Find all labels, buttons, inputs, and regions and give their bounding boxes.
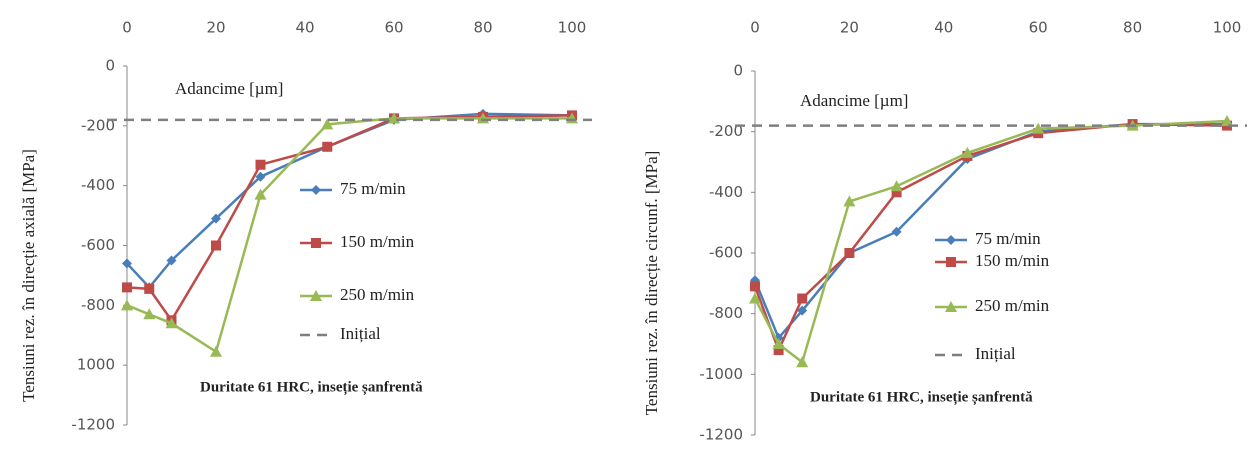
marker <box>211 240 221 251</box>
series-line <box>126 112 573 290</box>
marker <box>749 292 761 304</box>
marker <box>891 226 902 237</box>
marker <box>254 188 267 200</box>
marker <box>321 118 334 130</box>
x-tick-label: 100 <box>558 19 587 37</box>
x-tick-label: 80 <box>473 19 492 37</box>
y-tick-label: -600 <box>709 244 743 262</box>
marker <box>772 338 785 349</box>
legend-label: 150 m/min <box>340 232 415 251</box>
legend-label: 75 m/min <box>340 179 406 198</box>
chart-title: Duritate 61 HRC, inseție șanfrentă <box>200 379 423 395</box>
marker <box>946 235 956 245</box>
legend-label: 250 m/min <box>975 296 1050 315</box>
x-tick-label: 20 <box>840 19 859 37</box>
y-tick-label: -200 <box>81 116 115 134</box>
marker <box>122 258 132 269</box>
legend-label: 150 m/min <box>975 251 1050 270</box>
y-tick-label: -200 <box>709 122 743 140</box>
marker <box>122 282 132 293</box>
marker <box>844 248 855 258</box>
legend-label: 75 m/min <box>975 229 1041 248</box>
legend-label: 250 m/min <box>340 285 415 304</box>
legend-label: Inițial <box>340 324 381 343</box>
y-tick-label: 1000 <box>77 356 115 374</box>
marker <box>1032 122 1045 134</box>
marker <box>750 281 760 292</box>
marker <box>1221 115 1233 127</box>
marker <box>311 238 321 248</box>
marker <box>165 317 178 329</box>
x-tick-label: 40 <box>295 19 314 37</box>
marker <box>310 290 322 301</box>
y-axis-label: Tensiuni rez. în direcție circunf. [MPa] <box>642 151 661 416</box>
marker <box>255 171 266 182</box>
x-tick-label: 0 <box>122 19 132 37</box>
x-tick-label: 20 <box>206 19 225 37</box>
marker <box>255 159 266 170</box>
marker <box>211 213 221 224</box>
marker <box>946 257 956 267</box>
x-tick-label: 80 <box>1123 19 1142 37</box>
marker <box>166 255 177 266</box>
marker <box>843 195 856 207</box>
marker <box>945 301 957 312</box>
marker <box>144 283 155 294</box>
y-tick-label: -400 <box>709 183 743 201</box>
y-tick-label: -1200 <box>699 426 743 444</box>
marker <box>797 293 808 304</box>
y-tick-label: -600 <box>81 236 115 254</box>
x-tick-label: 100 <box>1213 19 1242 37</box>
chart: 0 -200 -400 -600 -800 1000 -1200 0 20 40 60 80 100 Te… <box>19 19 592 434</box>
y-tick-label: 0 <box>105 57 115 75</box>
y-tick-label: 0 <box>733 62 743 80</box>
chart-title: Duritate 61 HRC, inseție șanfrentă <box>810 389 1033 405</box>
marker <box>311 185 321 195</box>
x-tick-label: 60 <box>384 19 403 37</box>
y-tick-label: -400 <box>81 176 115 194</box>
marker <box>121 299 133 311</box>
marker <box>961 146 974 158</box>
marker <box>210 345 222 357</box>
x-tick-label: 0 <box>750 19 760 37</box>
marker <box>143 308 156 320</box>
annotation: Adancime [µm] <box>800 91 908 110</box>
x-tick-label: 40 <box>934 19 953 37</box>
x-tick-label: 60 <box>1029 19 1048 37</box>
y-tick-label: -1200 <box>71 416 115 434</box>
marker <box>796 356 809 368</box>
annotation: Adancime [µm] <box>175 79 283 98</box>
marker <box>797 305 808 316</box>
marker <box>890 180 903 192</box>
y-axis-label: Tensiuni rez. în direcție axială [MPa] <box>19 149 38 402</box>
marker <box>773 332 784 343</box>
marker <box>322 141 333 152</box>
y-tick-label: -1000 <box>699 365 743 383</box>
y-tick-label: -800 <box>709 304 743 322</box>
legend-label: Inițial <box>975 344 1016 363</box>
chart: 0 -200 -400 -600 -800 -1000 -1200 0 20 40 60 80 100 T… <box>642 19 1247 444</box>
y-tick-label: -800 <box>81 296 115 314</box>
